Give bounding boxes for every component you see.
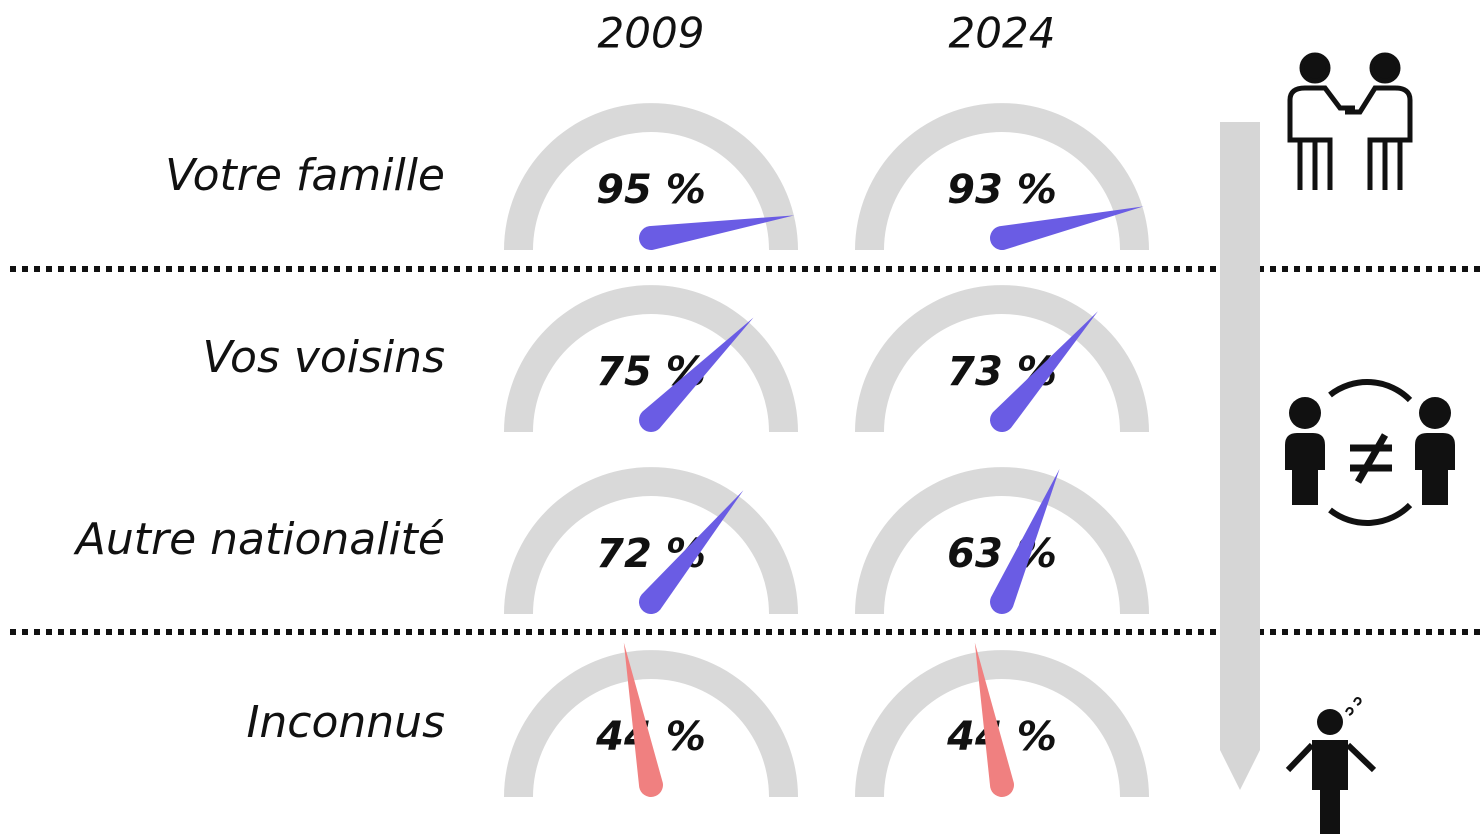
gauge-track <box>504 650 798 797</box>
column-header: 2024 <box>949 9 1056 58</box>
arrow <box>1220 122 1260 790</box>
value-label: 95 % <box>596 167 706 213</box>
icon-different <box>1285 379 1455 526</box>
gauge-track <box>504 285 798 432</box>
gauge-track <box>504 103 798 250</box>
value-label: 63 % <box>947 531 1057 577</box>
icon-handshake <box>1287 52 1413 190</box>
value-label: 93 % <box>947 167 1057 213</box>
gauge-needle <box>990 311 1098 432</box>
gauge-track <box>504 467 798 614</box>
category-label: Vos voisins <box>203 332 446 383</box>
column-header: 2009 <box>598 9 705 58</box>
gauge-track <box>855 650 1149 797</box>
gauge-needle <box>974 642 1014 797</box>
gauge-needle <box>639 317 754 432</box>
gauge-needle <box>639 490 744 614</box>
gauge-needle <box>623 642 663 797</box>
gauge-track <box>855 285 1149 432</box>
gauge-needle <box>639 215 795 250</box>
category-label: Votre famille <box>165 150 445 201</box>
icon-unknown <box>1285 697 1377 834</box>
gauge-needle <box>990 206 1144 250</box>
gauge-track <box>855 467 1149 614</box>
gauge-track <box>855 103 1149 251</box>
category-label: Autre nationalité <box>73 514 445 565</box>
gauge-needle <box>990 468 1060 614</box>
category-label: Inconnus <box>246 697 445 748</box>
